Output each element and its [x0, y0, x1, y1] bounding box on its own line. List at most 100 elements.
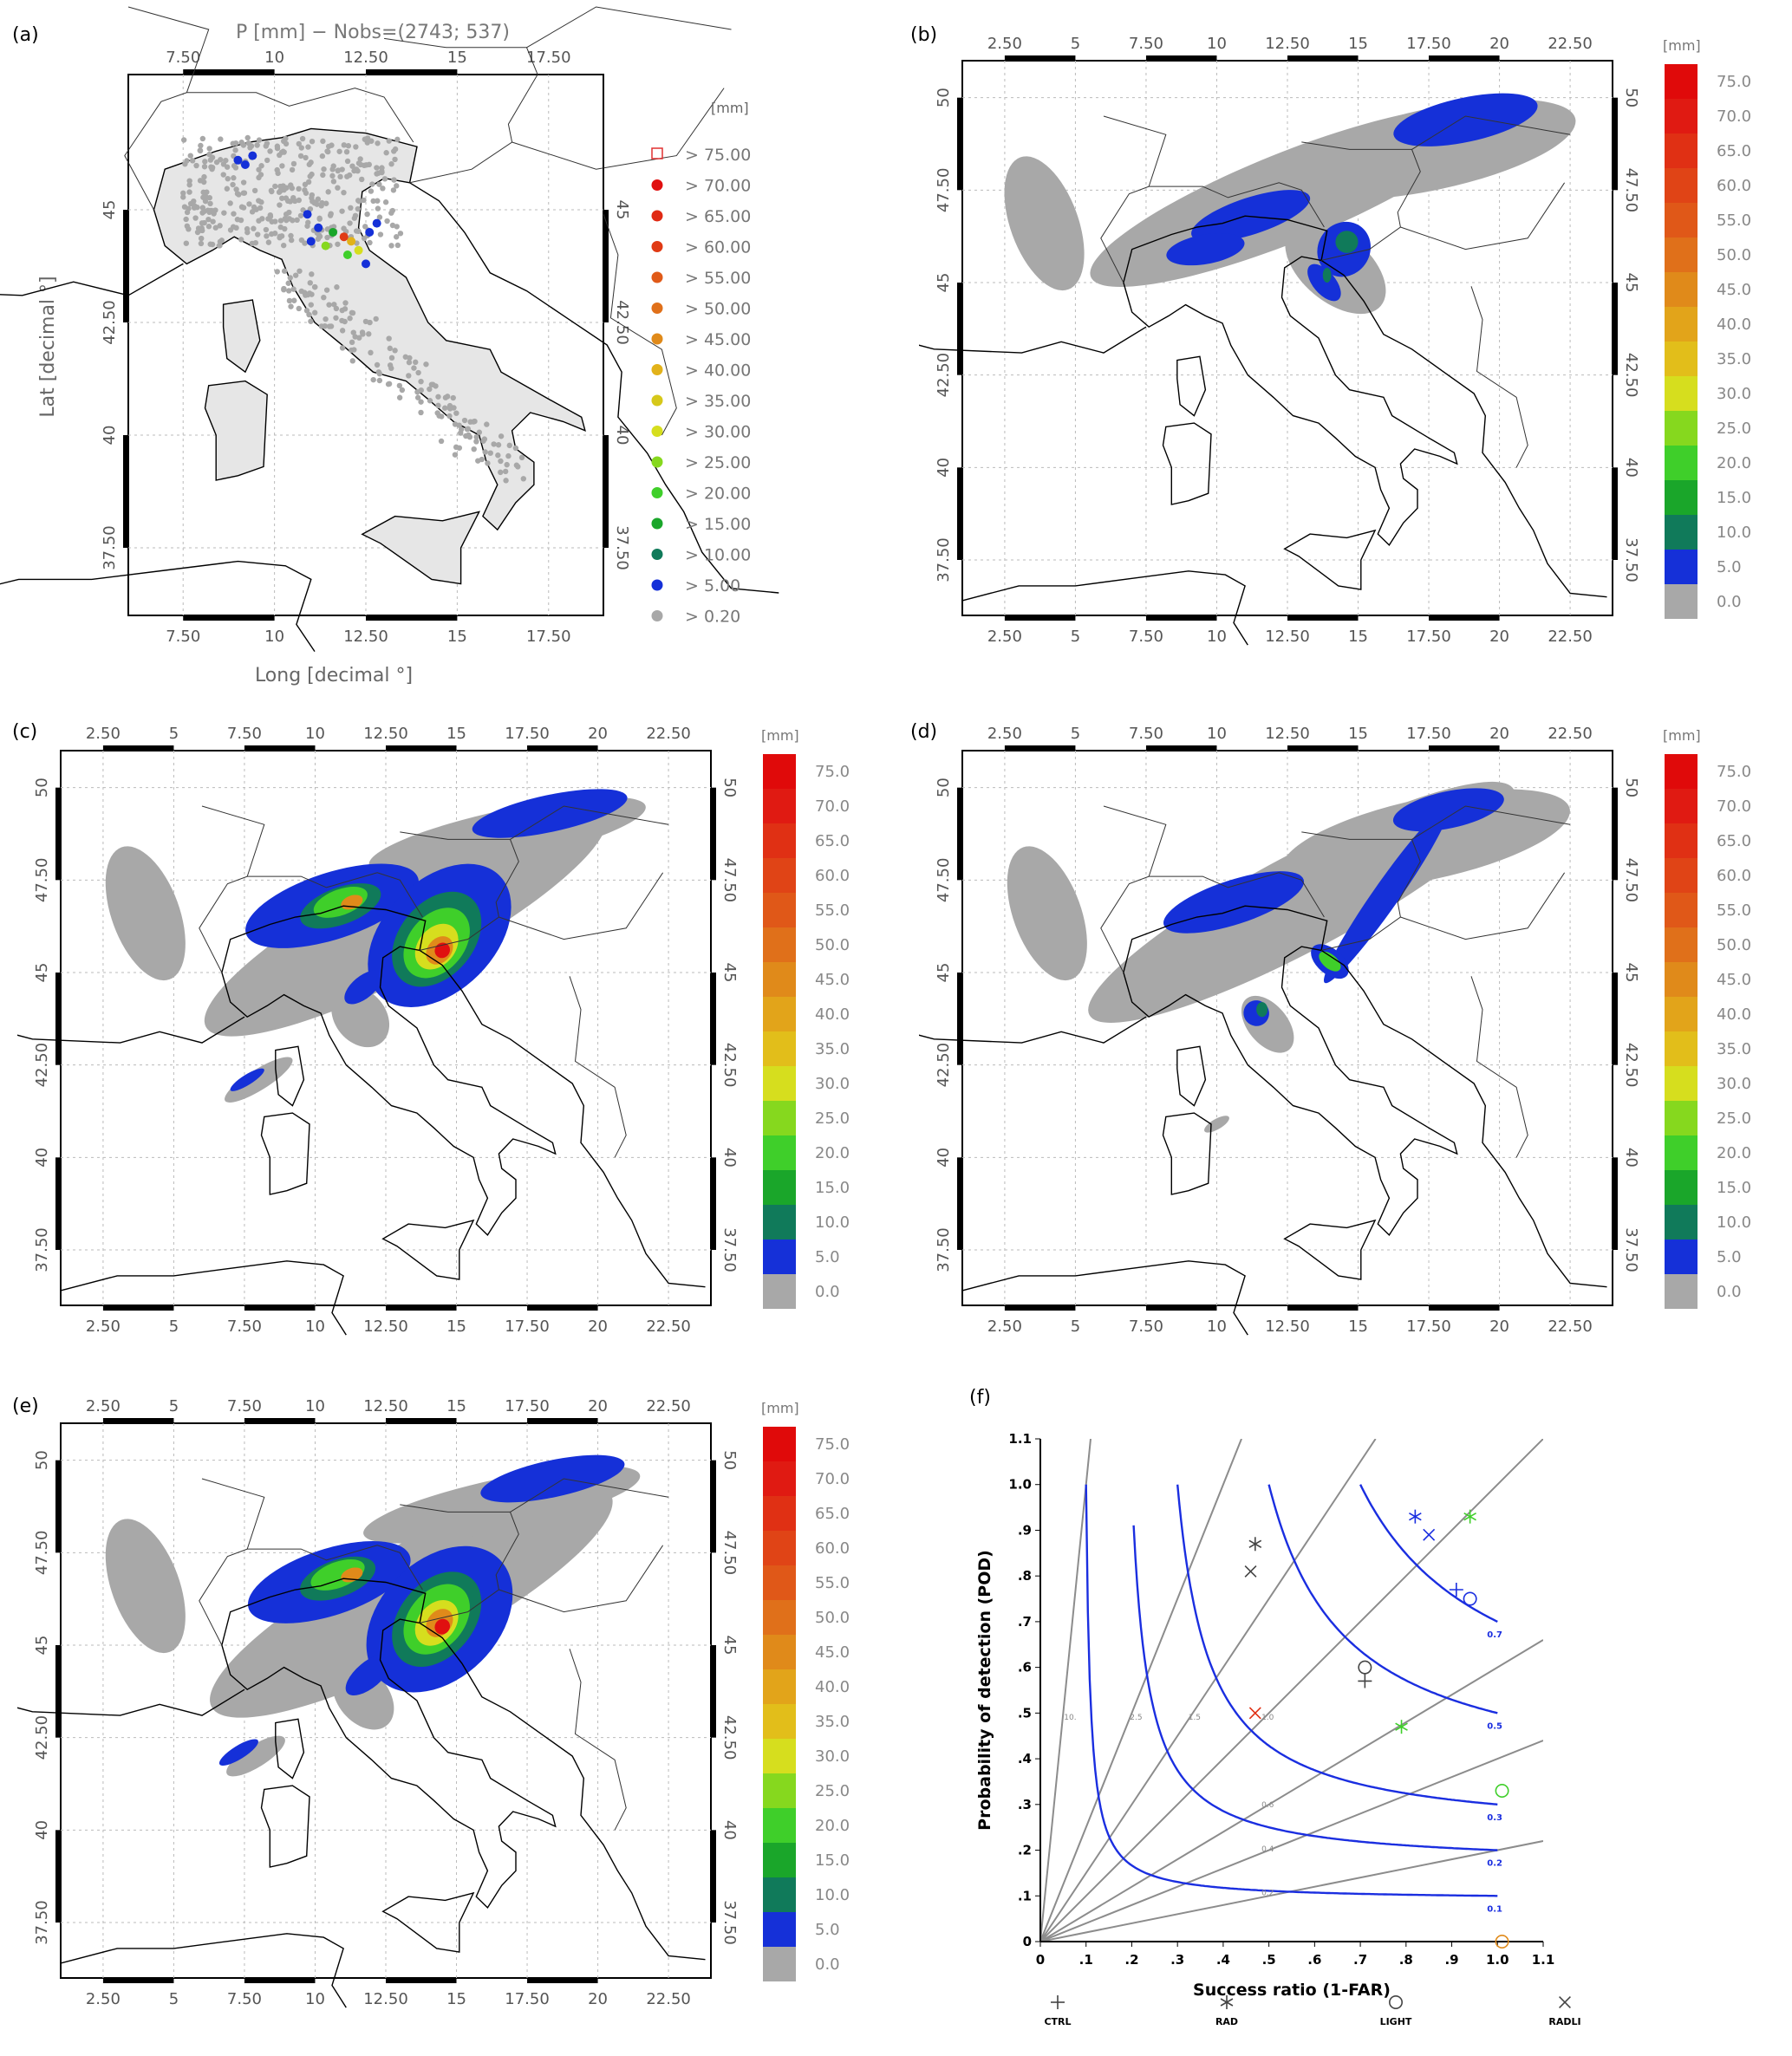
- station-dot: [353, 144, 359, 150]
- station-map-panel-a: P [mm] − Nobs=(2743; 537) Long [decimal …: [0, 6, 779, 686]
- legend-marker: [651, 579, 663, 591]
- legend-marker: [651, 549, 663, 560]
- y-tick-label-left: 47.50: [33, 858, 51, 903]
- station-dot: [286, 216, 293, 222]
- colorbar-swatch: [763, 823, 796, 858]
- y-tick-label-right: 45: [1622, 273, 1640, 293]
- x-tick-label-top: 15: [1348, 725, 1368, 743]
- colorbar-label: 15.0: [815, 1179, 850, 1197]
- station-dot: [254, 142, 260, 148]
- bias-label: 1.0: [1261, 1714, 1274, 1722]
- station-dot: [291, 297, 297, 303]
- station-dot: [373, 316, 379, 322]
- station-dot: [311, 283, 318, 290]
- station-dot: [281, 242, 287, 249]
- coastline: [419, 1622, 706, 1961]
- x-tick-label-bottom: 17.50: [1406, 1318, 1451, 1336]
- frame-bar-top: [102, 1418, 174, 1423]
- frame-bar-top: [1004, 745, 1076, 751]
- x-tick-label-bottom: 10: [1207, 1318, 1227, 1336]
- colorbar-swatch: [1665, 962, 1698, 997]
- station-dot: [375, 205, 381, 211]
- station-dot: [194, 229, 201, 236]
- country-border: [1411, 805, 1571, 840]
- station-dot: [364, 211, 370, 218]
- frame-bar-left: [55, 1460, 61, 1553]
- frame-bar-bottom: [1287, 615, 1359, 621]
- station-dot-heavy: [339, 232, 349, 242]
- colorbar-swatch: [763, 1565, 796, 1600]
- y-tick-label-left: 47.50: [935, 858, 953, 903]
- station-dot-heavy: [354, 245, 363, 255]
- legend-series-name: RAD: [1215, 2016, 1238, 2027]
- x-tick-label-top: 17.50: [1406, 725, 1451, 743]
- x-axis-label: Success ratio (1-FAR): [1193, 1981, 1391, 2000]
- station-dot: [342, 300, 349, 306]
- bias-label: 2.5: [1130, 1714, 1142, 1722]
- station-dot: [283, 140, 290, 147]
- colorbar-unit: [mm]: [761, 1400, 799, 1416]
- station-dot: [414, 394, 421, 400]
- colorbar-label: 20.0: [815, 1817, 850, 1835]
- legend-label: > 55.00: [685, 269, 751, 288]
- csi-curve: [1176, 1484, 1498, 1806]
- station-dot: [276, 189, 283, 195]
- station-dot: [498, 469, 504, 476]
- x-tick-label-bottom: 7.50: [166, 628, 200, 646]
- frame-bar-top: [1145, 745, 1217, 751]
- colorbar-label: 30.0: [815, 1075, 850, 1093]
- x-tick-label-top: 15: [447, 49, 467, 67]
- station-dot: [287, 275, 293, 281]
- station-dot: [339, 208, 345, 214]
- precip-field-r: [434, 1618, 451, 1635]
- colorbar-label: 10.0: [815, 1886, 850, 1904]
- station-dot: [418, 399, 424, 405]
- station-dot: [274, 143, 281, 149]
- colorbar-label: 65.0: [1717, 832, 1751, 850]
- colorbar-label: 15.0: [1717, 1179, 1751, 1197]
- y-tick-label-left: 37.50: [101, 525, 119, 570]
- station-dot: [282, 216, 289, 222]
- x-tick-label-bottom: 20: [588, 1990, 608, 2008]
- y-tick-label-right: 45: [720, 1636, 739, 1656]
- station-dot: [427, 398, 433, 404]
- precip-field-b: [345, 1654, 393, 1696]
- station-dot-heavy: [240, 160, 250, 169]
- station-dot: [305, 144, 311, 150]
- x-tick-label-top: 17.50: [526, 49, 571, 67]
- bias-label: 0.4: [1261, 1845, 1274, 1854]
- station-dot: [274, 269, 280, 275]
- station-dot: [296, 140, 302, 147]
- legend-label: > 50.00: [685, 300, 751, 319]
- station-dot: [321, 294, 327, 301]
- station-dot-heavy: [365, 228, 375, 237]
- y-tick-label-right: 37.50: [720, 1900, 739, 1945]
- frame-bar-right: [711, 1460, 716, 1553]
- colorbar-swatch: [763, 1461, 796, 1496]
- coastline: [60, 1933, 347, 2008]
- y-tick-label: 1.0: [1008, 1477, 1032, 1493]
- x-tick-label-top: 12.50: [1265, 35, 1310, 53]
- precip-field-b: [480, 1454, 625, 1503]
- colorbar-label: 20.0: [815, 1144, 850, 1162]
- legend-unit: [mm]: [711, 100, 749, 116]
- marker-circle: [1495, 1783, 1509, 1798]
- station-dot: [433, 383, 439, 389]
- station-dot: [368, 349, 374, 356]
- frame-bar-top: [1429, 55, 1500, 61]
- precip-field-gr: [310, 1559, 365, 1591]
- y-tick-label: .2: [1018, 1843, 1032, 1858]
- x-tick-label-bottom: 17.50: [1406, 628, 1451, 646]
- colorbar-unit: [mm]: [1663, 727, 1701, 744]
- x-tick-label-top: 20: [588, 725, 608, 743]
- y-tick-label-right: 45: [613, 200, 631, 220]
- station-dot: [397, 231, 404, 237]
- colorbar-label: 0.0: [815, 1283, 840, 1301]
- station-dot: [227, 227, 234, 233]
- y-axis-label: Probability of detection (POD): [975, 1550, 994, 1831]
- x-tick-label-bottom: 10: [1207, 628, 1227, 646]
- x-tick-label-bottom: 2.50: [987, 1318, 1022, 1336]
- colorbar-label: 0.0: [1717, 1283, 1742, 1301]
- frame-bar-right: [1613, 467, 1618, 560]
- colorbar-label: 0.0: [815, 1955, 840, 1974]
